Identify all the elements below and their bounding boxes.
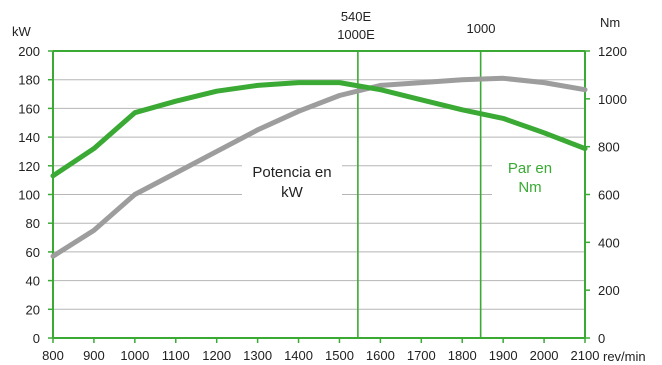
x-tick-label-1200: 1200 [202, 348, 231, 363]
x-axis-unit: rev/min [603, 349, 646, 364]
x-tick-label-1700: 1700 [407, 348, 436, 363]
marker-1-label-line1: 540E [341, 9, 372, 24]
axes [48, 50, 590, 343]
marker-1-label-line2: 1000E [337, 27, 375, 42]
left-tick-label-160: 160 [18, 101, 40, 116]
x-tick-label-1000: 1000 [120, 348, 149, 363]
right-tick-labels: 0 200 400 600 800 1000 1200 [598, 44, 627, 346]
x-tick-label-1300: 1300 [243, 348, 272, 363]
left-tick-label-0: 0 [33, 331, 40, 346]
series-lines [50, 75, 588, 259]
right-tick-label-0: 0 [598, 331, 605, 346]
left-tick-labels: 0 20 40 60 80 100 120 140 160 180 200 [18, 44, 40, 346]
marker-lines [357, 51, 482, 338]
series-line-potencia [50, 75, 588, 259]
potencia-label-bg [242, 158, 342, 214]
right-tick-label-1000: 1000 [598, 92, 627, 107]
left-tick-label-40: 40 [26, 274, 40, 289]
x-tick-label-2100: 2100 [571, 348, 600, 363]
par-label-bg [492, 158, 584, 198]
x-tick-label-1600: 1600 [366, 348, 395, 363]
right-tick-label-400: 400 [598, 235, 620, 250]
x-tick-label-900: 900 [83, 348, 105, 363]
right-tick-label-200: 200 [598, 283, 620, 298]
par-label-line2: Nm [518, 179, 541, 196]
x-tick-label-1900: 1900 [489, 348, 518, 363]
x-tick-label-2000: 2000 [530, 348, 559, 363]
right-tick-label-1200: 1200 [598, 44, 627, 59]
x-tick-labels: 800 900 1000 1100 1200 1300 1400 1500 1600 1700 18… [42, 348, 599, 363]
x-tick-label-800: 800 [42, 348, 64, 363]
left-tick-label-200: 200 [18, 44, 40, 59]
left-axis-unit: kW [12, 24, 32, 39]
x-tick-label-1100: 1100 [162, 348, 190, 363]
potencia-label-line1: Potencia en [252, 164, 331, 181]
x-tick-label-1400: 1400 [284, 348, 313, 363]
right-tick-label-600: 600 [598, 188, 620, 203]
left-tick-label-100: 100 [18, 188, 40, 203]
left-tick-label-20: 20 [26, 302, 40, 317]
left-tick-label-80: 80 [26, 216, 40, 231]
par-label-line1: Par en [508, 160, 552, 177]
left-tick-label-60: 60 [26, 245, 40, 260]
x-tick-label-1500: 1500 [325, 348, 354, 363]
right-axis-unit: Nm [600, 15, 620, 30]
right-tick-label-800: 800 [598, 140, 620, 155]
left-tick-label-180: 180 [18, 73, 40, 88]
left-tick-label-120: 120 [18, 159, 40, 174]
series-line-par [50, 80, 588, 179]
x-tick-label-1800: 1800 [448, 348, 477, 363]
marker-2-label: 1000 [467, 21, 496, 36]
potencia-label-line2: kW [281, 184, 304, 201]
left-tick-label-140: 140 [18, 130, 40, 145]
